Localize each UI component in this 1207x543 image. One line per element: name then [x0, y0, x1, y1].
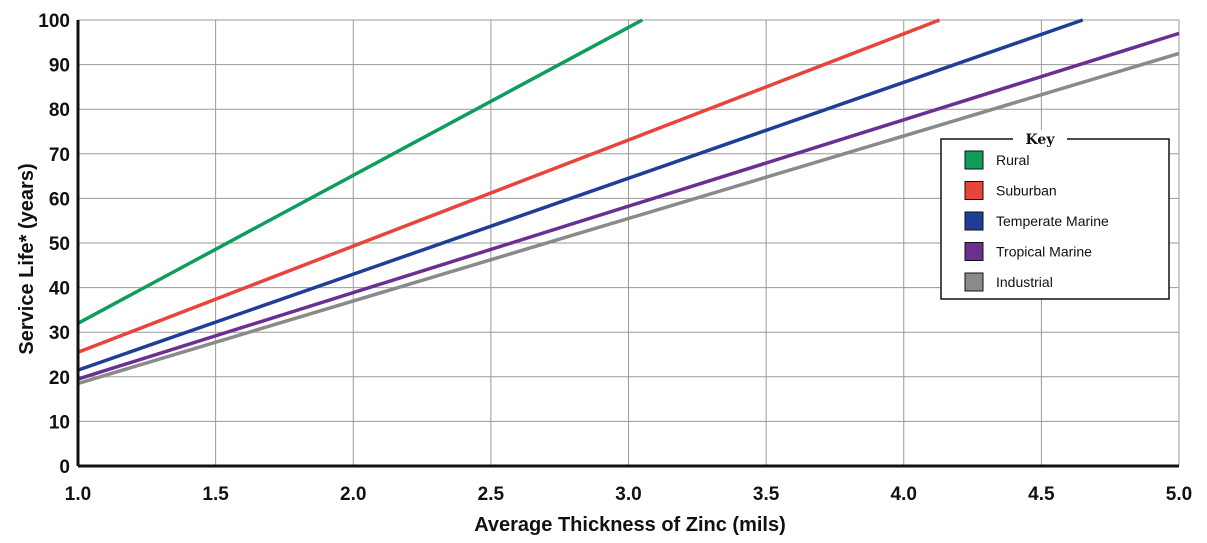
- y-tick-label: 60: [49, 189, 70, 210]
- legend-label: Temperate Marine: [996, 213, 1109, 229]
- legend-swatch: [964, 150, 984, 170]
- x-axis-title: Average Thickness of Zinc (mils): [474, 514, 786, 536]
- x-tick-label: 1.5: [202, 484, 229, 505]
- y-tick-label: 80: [49, 100, 70, 121]
- series-line-tropical-marine: [77, 31, 1180, 381]
- x-tick-label: 2.0: [340, 484, 366, 505]
- y-tick-label: 90: [49, 56, 70, 77]
- y-tick-label: 50: [49, 234, 70, 255]
- legend-swatch: [964, 181, 984, 200]
- y-tick-label: 100: [38, 11, 70, 32]
- x-tick-label: 5.0: [1166, 484, 1192, 505]
- legend-swatch: [964, 272, 984, 292]
- legend-label: Rural: [996, 152, 1029, 168]
- y-tick-label: 70: [49, 145, 70, 166]
- y-tick-labels: 0 10 20 30 40 50 60 70 80 90 100: [38, 11, 70, 478]
- y-tick-label: 0: [59, 457, 70, 478]
- x-tick-label: 1.0: [65, 484, 91, 505]
- x-tick-label: 3.5: [753, 484, 780, 505]
- legend-title-bg: [1013, 130, 1067, 148]
- series-line-rural: [77, 18, 644, 325]
- axes: [76, 20, 1179, 468]
- x-tick-labels: 1.0 1.5 2.0 2.5 3.0 3.5 4.0 4.5 5.0: [65, 484, 1192, 505]
- series-lines: [77, 18, 1180, 386]
- series-line-industrial: [77, 51, 1180, 386]
- legend-swatch: [964, 242, 984, 261]
- x-tick-label: 3.0: [615, 484, 641, 505]
- y-tick-label: 20: [49, 368, 70, 389]
- x-tick-label: 4.0: [891, 484, 917, 505]
- legend-label: Suburban: [996, 183, 1057, 199]
- legend-label: Industrial: [996, 274, 1053, 290]
- series-line-suburban: [77, 18, 941, 354]
- y-tick-label: 30: [49, 323, 70, 344]
- legend: Key Rural Suburban Temperate Marine Tropica…: [940, 130, 1170, 300]
- series-line-temperate-marine: [77, 18, 1084, 372]
- x-tick-label: 4.5: [1028, 484, 1055, 505]
- legend-swatch: [964, 211, 984, 231]
- y-tick-label: 10: [49, 412, 70, 433]
- legend-title: Key: [1026, 132, 1056, 148]
- x-tick-label: 2.5: [478, 484, 505, 505]
- legend-label: Tropical Marine: [996, 244, 1092, 260]
- y-tick-label: 40: [49, 279, 70, 300]
- legend-items: Rural Suburban Temperate Marine Tropical Ma…: [964, 150, 1109, 292]
- y-axis-title: Service Life* (years): [16, 163, 38, 354]
